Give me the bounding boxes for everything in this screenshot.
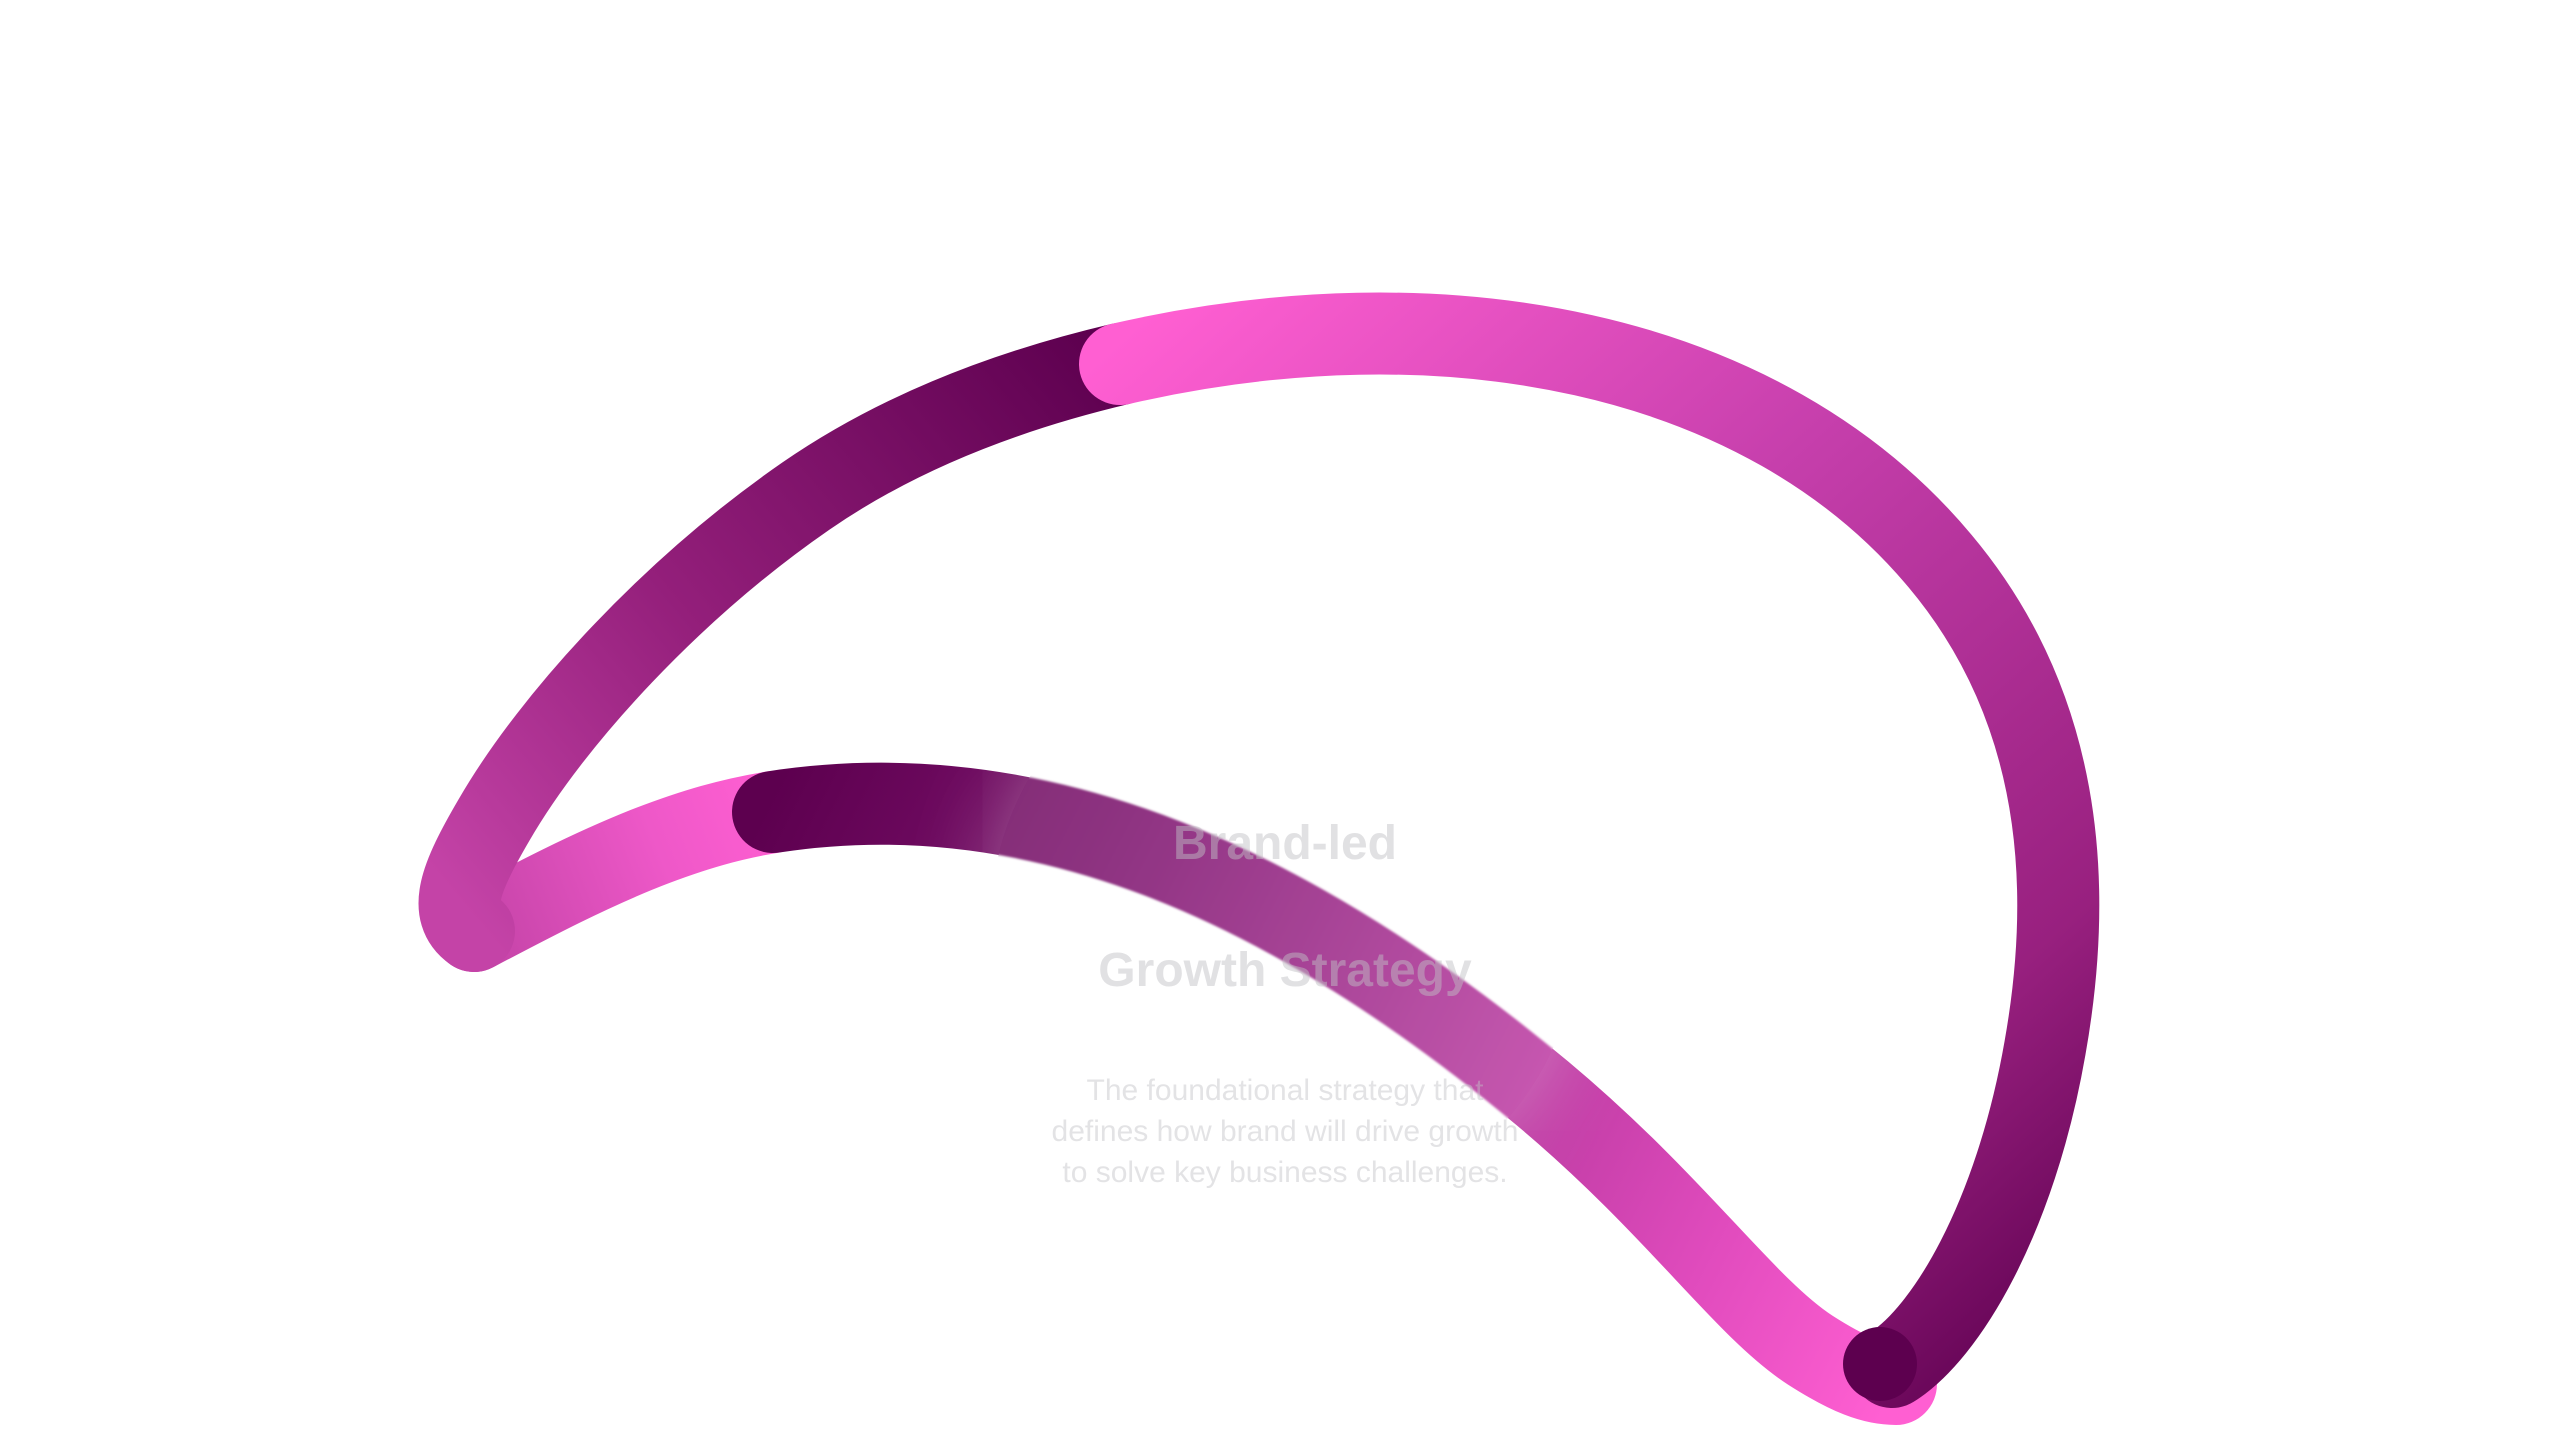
strategy-title: Brand-led Growth Strategy: [1035, 780, 1535, 1034]
strategy-glass-circle: [990, 630, 1580, 1220]
strategy-description: The foundational strategy that defines h…: [1051, 1074, 1519, 1189]
ribbon-lower-left-segment: [433, 771, 814, 972]
strategy-title-line-1: Brand-led: [1172, 817, 1397, 870]
ribbon-shadow-overlap: [1843, 1327, 1917, 1401]
strategy-title-line-2: Growth Strategy: [1098, 944, 1472, 997]
ribbon-top-right-segment: [1079, 292, 2100, 1408]
ribbon-left-arc-segment: [418, 323, 1161, 972]
